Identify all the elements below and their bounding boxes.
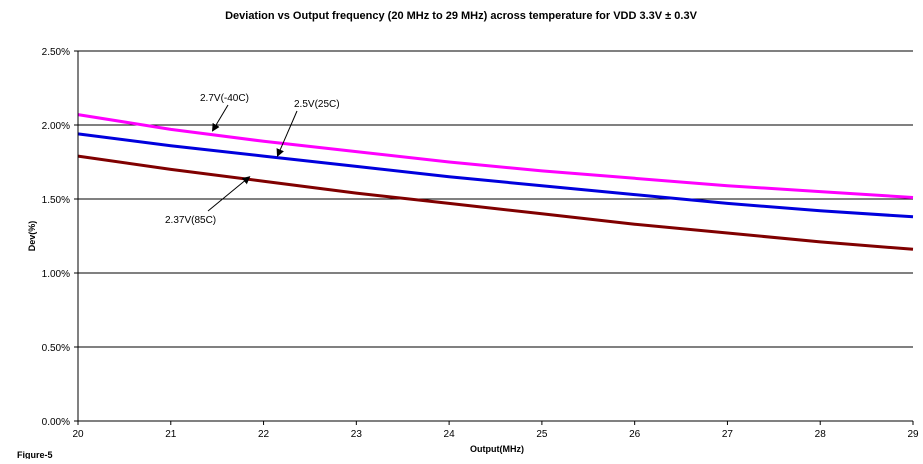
annotation-label: 2.5V(25C) — [294, 99, 340, 110]
y-axis-label: Dev(%) — [27, 221, 37, 252]
x-tick-label: 25 — [536, 429, 548, 440]
x-tick-label: 20 — [72, 429, 84, 440]
annotations: 2.7V(-40C) 2.5V(25C) 2.37V(85C) — [165, 93, 340, 226]
series-line-2 — [77, 132, 914, 219]
series-line-3 — [77, 154, 914, 251]
y-tick-label: 2.00% — [42, 121, 70, 132]
x-tick-label: 21 — [165, 429, 177, 440]
chart-title: Deviation vs Output frequency (20 MHz to… — [225, 10, 697, 22]
annotation-label: 2.37V(85C) — [165, 215, 216, 226]
y-tick-label: 1.00% — [42, 269, 70, 280]
x-tick-label: 28 — [815, 429, 827, 440]
figure-label: Figure-5 — [17, 450, 53, 459]
annotation-arrow — [276, 110, 298, 157]
axes: 0.00% 0.50% 1.00% 1.50% 2.00% 2.50% 20 21 22 23 24… — [42, 47, 919, 440]
x-tick-label: 22 — [258, 429, 270, 440]
x-tick-label: 26 — [629, 429, 641, 440]
y-tick-label: 0.50% — [42, 343, 70, 354]
annotation-arrow — [207, 176, 251, 212]
x-tick-label: 27 — [722, 429, 734, 440]
x-tick-label: 23 — [351, 429, 363, 440]
series-lines — [77, 113, 914, 251]
x-axis-label: Output(MHz) — [470, 444, 524, 454]
x-tick-label: 29 — [907, 429, 919, 440]
annotation-label: 2.7V(-40C) — [200, 93, 249, 104]
series-line-1 — [77, 113, 914, 199]
annotation-arrow — [212, 104, 229, 132]
y-tick-label: 1.50% — [42, 195, 70, 206]
y-tick-label: 2.50% — [42, 47, 70, 58]
x-tick-label: 24 — [444, 429, 456, 440]
y-tick-label: 0.00% — [42, 417, 70, 428]
